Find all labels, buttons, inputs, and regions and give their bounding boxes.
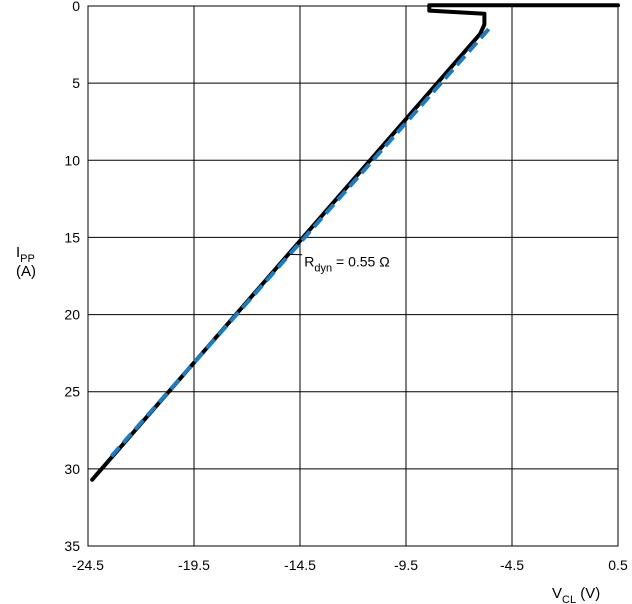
y-tick-label: 20: [64, 307, 80, 323]
x-tick-label: -24.5: [72, 557, 104, 573]
measured-curve: [90, 3, 620, 482]
x-tick-label: 0.5: [608, 557, 628, 573]
y-tick-label: 30: [64, 461, 80, 477]
rdyn-annotation: Rdyn = 0.55 Ω: [304, 254, 389, 275]
x-axis-title: VCL (V): [552, 585, 600, 604]
x-tick-label: -4.5: [500, 557, 524, 573]
grid: [87, 5, 619, 547]
y-tick-label: 25: [64, 384, 80, 400]
x-tick-label: -19.5: [178, 557, 210, 573]
y-tick-label: 0: [72, 0, 80, 14]
axis-titles: VCL (V) IPP(A): [16, 244, 600, 604]
y-axis-unit: (A): [16, 263, 36, 280]
annotations: Rdyn = 0.55 Ω: [289, 254, 390, 275]
x-tick-label: -14.5: [284, 557, 316, 573]
plot-frame: [87, 5, 619, 547]
y-tick-label: 35: [64, 538, 80, 554]
y-axis-title: IPP: [16, 244, 35, 265]
y-tick-label: 15: [64, 229, 80, 245]
tick-labels: -24.5 -19.5 -14.5 -9.5 -4.5 0.5 0 5 10 15 20 25 30 35: [64, 0, 628, 573]
fit-line-dashed: [105, 27, 491, 463]
series-layer: [90, 3, 620, 482]
y-tick-label: 10: [64, 152, 80, 168]
y-tick-label: 5: [72, 75, 80, 91]
x-tick-label: -9.5: [394, 557, 418, 573]
